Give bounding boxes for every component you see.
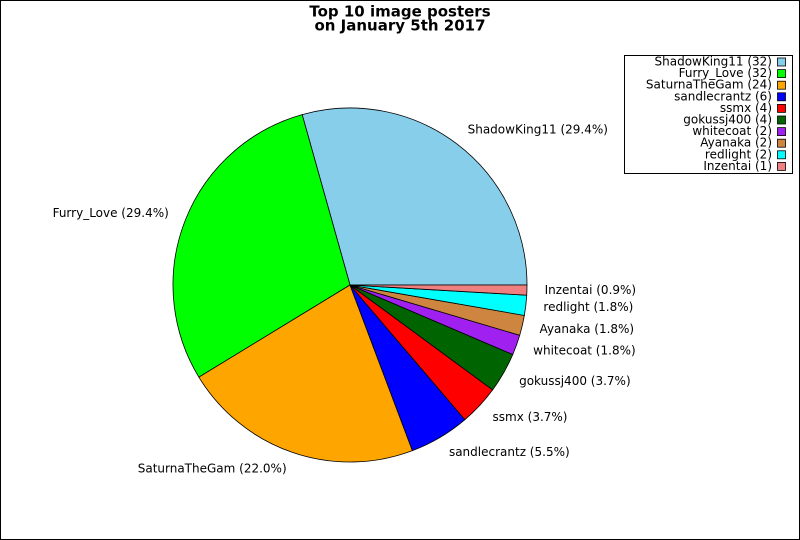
legend-swatch: [777, 69, 786, 78]
legend-box: [624, 55, 793, 174]
legend-label: Inzentai (1): [703, 159, 772, 173]
legend-swatch: [777, 80, 786, 90]
legend-swatch: [777, 115, 786, 125]
slice-label: Inzentai (0.9%): [545, 283, 637, 297]
slice-label: gokussj400 (3.7%): [519, 374, 631, 388]
chart-title: Top 10 image posters: [309, 3, 490, 21]
legend-label: Ayanaka (2): [700, 136, 772, 150]
legend-label: whitecoat (2): [692, 124, 772, 138]
slice-label: ShadowKing11 (29.4%): [468, 122, 608, 136]
legend-swatch: [777, 104, 786, 113]
legend-swatch: [777, 161, 786, 171]
slice-label: redlight (1.8%): [543, 300, 633, 314]
legend-label: Furry_Love (32): [679, 66, 772, 80]
legend-swatch: [777, 57, 786, 67]
slice-label: Furry_Love (29.4%): [53, 206, 169, 220]
slice-label: sandlecrantz (5.5%): [449, 445, 570, 459]
slice-label: Ayanaka (1.8%): [540, 322, 635, 336]
legend-label: sandlecrantz (6): [674, 89, 772, 103]
legend-label: ShadowKing11 (32): [655, 55, 773, 69]
legend-label: gokussj400 (4): [683, 113, 772, 127]
legend-swatch: [777, 150, 786, 160]
legend-label: redlight (2): [705, 147, 772, 161]
pie-slice: [198, 284, 413, 463]
chart-subtitle: on January 5th 2017: [314, 17, 485, 35]
slice-label: whitecoat (1.8%): [533, 344, 636, 358]
legend-label: SaturnaTheGam (24): [646, 78, 772, 92]
slice-label: ssmx (3.7%): [493, 410, 568, 424]
pie-slice: [349, 284, 528, 296]
slice-label: SaturnaTheGam (22.0%): [138, 462, 287, 476]
legend-swatch: [777, 127, 786, 136]
legend-swatch: [777, 138, 786, 148]
pie-slice: [172, 114, 351, 378]
legend-label: ssmx (4): [720, 101, 772, 115]
pie-slice: [301, 107, 528, 286]
legend-swatch: [777, 92, 786, 102]
